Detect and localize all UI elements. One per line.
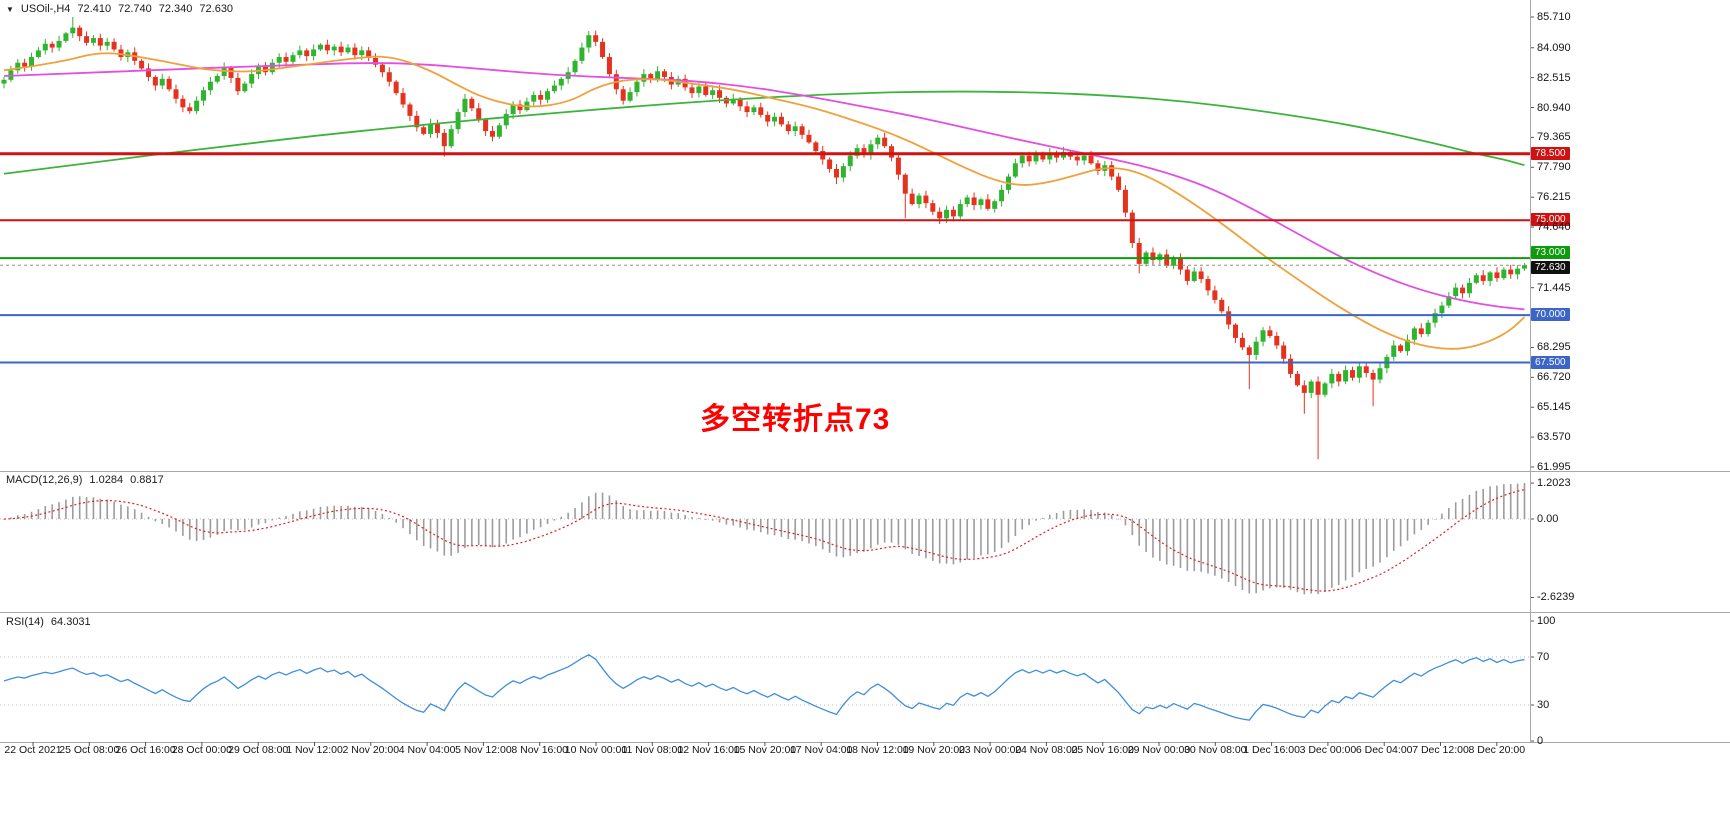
- moving-averages-layer: [3, 52, 1526, 350]
- ma-mid-magenta: [3, 62, 1525, 311]
- panel-borders: [0, 0, 1730, 746]
- ma-fast-orange: [3, 52, 1526, 350]
- rsi-layer: [0, 654, 1530, 721]
- candles-layer: [1, 17, 1527, 460]
- axis-ticks-layer: [1530, 16, 1534, 742]
- macd-signal-line: [3, 489, 1525, 592]
- macd-layer: [0, 483, 1530, 595]
- level-lines-layer: [0, 152, 1530, 364]
- rsi-line: [3, 654, 1525, 721]
- ma-slow-green: [3, 90, 1525, 175]
